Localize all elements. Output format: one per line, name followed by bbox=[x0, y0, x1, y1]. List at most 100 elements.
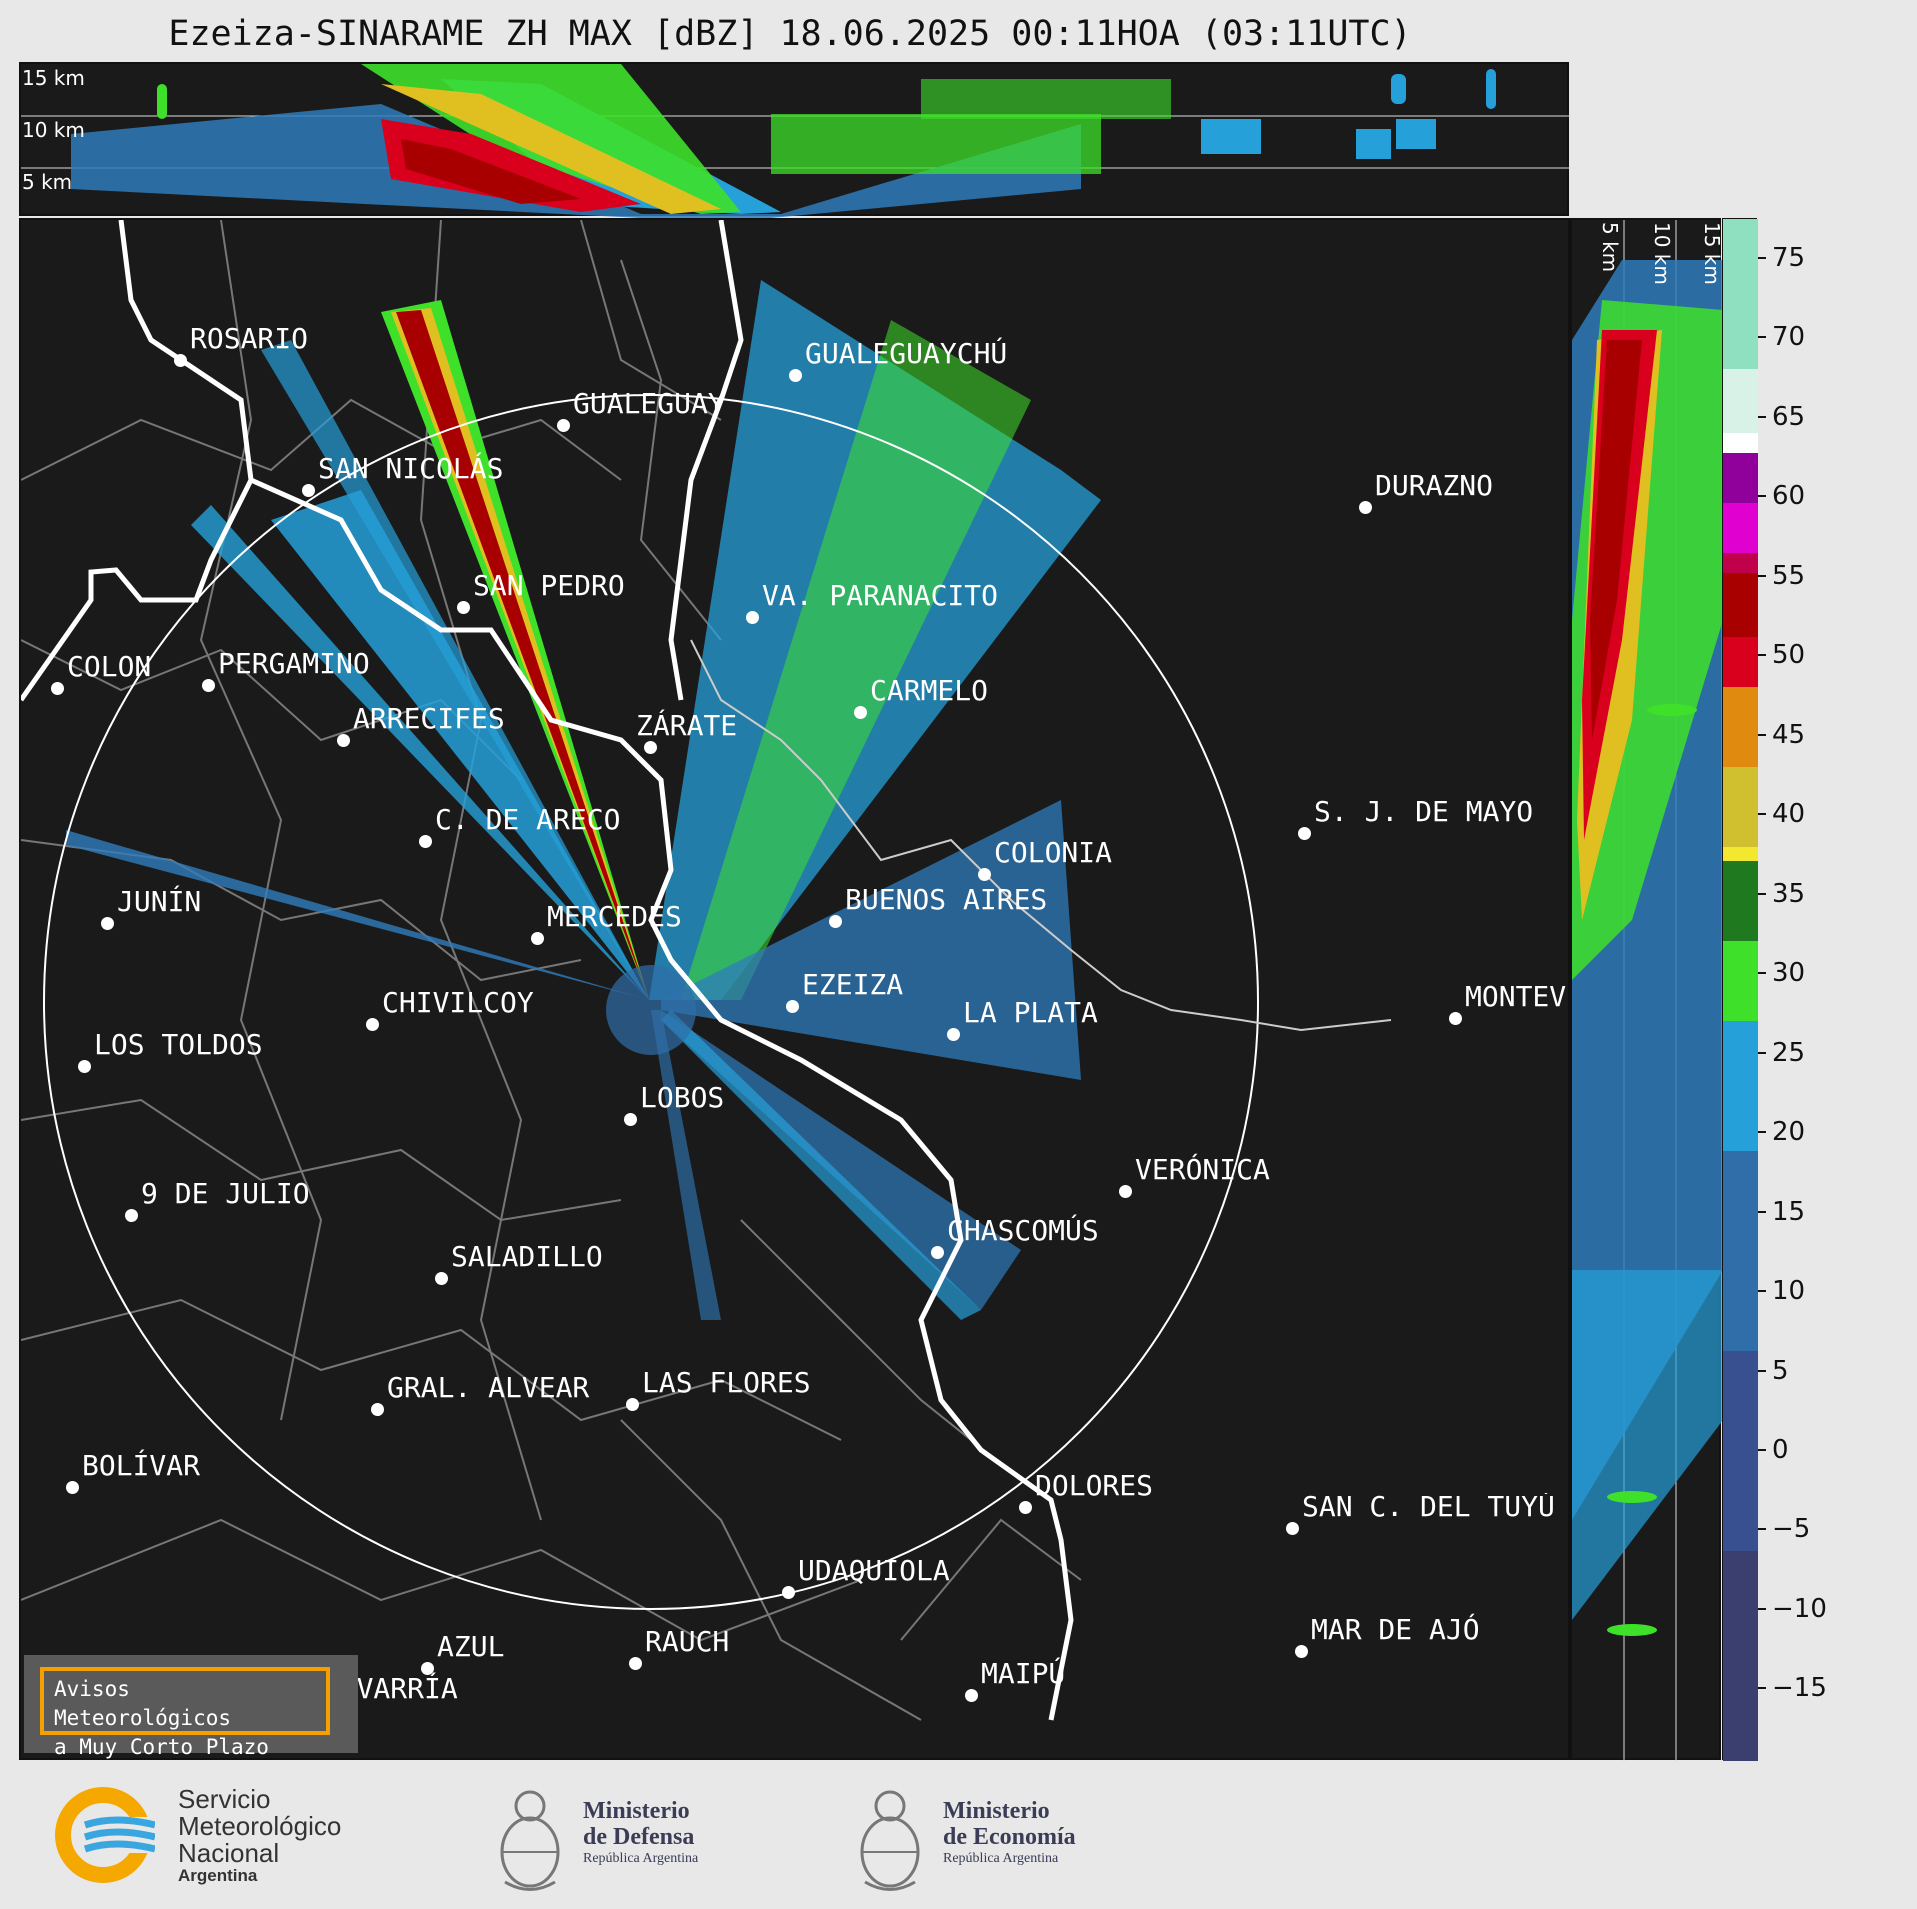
city-marker bbox=[624, 1113, 637, 1126]
avisos-line1: Avisos Meteorológicos bbox=[54, 1677, 232, 1730]
city-label: COLONIA bbox=[994, 836, 1113, 869]
city-label: LAS FLORES bbox=[642, 1366, 811, 1399]
colorbar-tick bbox=[1758, 1528, 1766, 1531]
colorbar-tick-label: 10 bbox=[1772, 1276, 1806, 1307]
colorbar-tick-label: 75 bbox=[1772, 242, 1806, 273]
coat-of-arms-icon bbox=[500, 1790, 560, 1891]
avisos-label-frame: Avisos Meteorológicos a Muy Corto Plazo bbox=[40, 1667, 330, 1759]
city-marker bbox=[829, 915, 842, 928]
city-label: ARRECIFES bbox=[353, 702, 505, 735]
colorbar-tick-label: 65 bbox=[1772, 401, 1806, 432]
colorbar-tick-label: 55 bbox=[1772, 560, 1806, 591]
city-marker bbox=[1449, 1012, 1462, 1025]
top-cross-section-panel: 15 km 10 km 5 km bbox=[19, 62, 1571, 218]
city-marker bbox=[782, 1586, 795, 1599]
colorbar-tick-label: −10 bbox=[1772, 1593, 1827, 1624]
city-marker bbox=[1019, 1501, 1032, 1514]
city-marker bbox=[66, 1481, 79, 1494]
top-altitude-label-15: 15 km bbox=[22, 66, 85, 90]
smn-line2: Meteorológico bbox=[178, 1811, 342, 1841]
city-marker bbox=[419, 835, 432, 848]
avisos-line2: a Muy Corto Plazo bbox=[54, 1735, 269, 1759]
colorbar-tick bbox=[1758, 336, 1766, 339]
city-label: C. DE ARECO bbox=[435, 803, 621, 836]
colorbar-tick bbox=[1758, 892, 1766, 895]
coat-of-arms-icon bbox=[860, 1790, 920, 1891]
radar-map-panel bbox=[19, 218, 1570, 1760]
city-marker bbox=[947, 1028, 960, 1041]
city-label: ROSARIO bbox=[190, 322, 309, 355]
colorbar-tick-label: 60 bbox=[1772, 481, 1806, 512]
colorbar-tick-label: 45 bbox=[1772, 719, 1806, 750]
city-marker bbox=[101, 917, 114, 930]
colorbar-tick bbox=[1758, 574, 1766, 577]
colorbar-tick bbox=[1758, 813, 1766, 816]
colorbar-tick-label: 70 bbox=[1772, 322, 1806, 353]
colorbar-tick-label: −5 bbox=[1772, 1514, 1811, 1545]
city-label: PERGAMINO bbox=[218, 647, 370, 680]
city-marker bbox=[457, 601, 470, 614]
colorbar-tick bbox=[1758, 1449, 1766, 1451]
colorbar bbox=[1722, 218, 1758, 1761]
smn-line4: Argentina bbox=[178, 1866, 258, 1885]
economia-line1: Ministerio bbox=[943, 1798, 1050, 1824]
smn-logo-mark-icon bbox=[55, 1787, 155, 1883]
city-label: GRAL. ALVEAR bbox=[387, 1371, 590, 1404]
right-altitude-label-10: 10 km bbox=[1650, 222, 1674, 285]
city-label: BOLÍVAR bbox=[82, 1449, 201, 1482]
city-marker bbox=[1298, 827, 1311, 840]
city-label: S. J. DE MAYO bbox=[1314, 795, 1534, 828]
colorbar-swatches bbox=[1723, 219, 1758, 1761]
colorbar-tick bbox=[1758, 1607, 1766, 1610]
radar-echoes bbox=[66, 280, 1101, 1320]
city-label: DOLORES bbox=[1035, 1469, 1154, 1502]
city-marker bbox=[1295, 1645, 1308, 1658]
city-marker bbox=[789, 369, 802, 382]
city-label: LOS TOLDOS bbox=[94, 1028, 263, 1061]
top-cross-section-graphic bbox=[21, 64, 1571, 218]
colorbar-tick-label: 25 bbox=[1772, 1037, 1806, 1068]
city-marker bbox=[978, 868, 991, 881]
city-label: LA PLATA bbox=[963, 996, 1098, 1029]
colorbar-tick bbox=[1758, 256, 1766, 259]
city-label: MAR DE AJÓ bbox=[1311, 1613, 1480, 1646]
city-marker bbox=[371, 1403, 384, 1416]
city-marker bbox=[626, 1398, 639, 1411]
city-marker bbox=[786, 1000, 799, 1013]
smn-line1: Servicio bbox=[178, 1784, 271, 1814]
defensa-logo: Ministerio de Defensa República Argentin… bbox=[495, 1772, 755, 1902]
colorbar-tick bbox=[1758, 1290, 1766, 1293]
economia-line2: de Economía bbox=[943, 1824, 1076, 1850]
radar-map-graphic bbox=[21, 220, 1392, 1721]
city-marker bbox=[125, 1209, 138, 1222]
city-marker bbox=[644, 741, 657, 754]
city-marker bbox=[174, 354, 187, 367]
city-marker bbox=[931, 1246, 944, 1259]
city-marker bbox=[202, 679, 215, 692]
city-label: ZÁRATE bbox=[636, 709, 738, 742]
city-label: CHIVILCOY bbox=[382, 986, 534, 1019]
right-cross-section-panel: 5 km 10 km 15 km bbox=[1570, 218, 1724, 1762]
city-marker bbox=[1286, 1522, 1299, 1535]
city-label: MAIPÚ bbox=[981, 1657, 1066, 1690]
city-label: MERCEDES bbox=[547, 900, 682, 933]
right-cross-section-graphic bbox=[1572, 220, 1723, 1762]
colorbar-tick-label: 0 bbox=[1772, 1435, 1789, 1465]
city-label: EZEIZA bbox=[802, 968, 904, 1001]
colorbar-tick-label: 50 bbox=[1772, 640, 1806, 671]
plot-title: Ezeiza-SINARAME ZH MAX [dBZ] 18.06.2025 … bbox=[168, 14, 1412, 54]
top-altitude-label-10: 10 km bbox=[22, 118, 85, 142]
economia-logo: Ministerio de Economía República Argenti… bbox=[855, 1772, 1135, 1902]
city-marker bbox=[557, 419, 570, 432]
city-marker bbox=[337, 734, 350, 747]
city-label: GUALEGUAY bbox=[573, 387, 725, 420]
city-marker bbox=[51, 682, 64, 695]
colorbar-tick-label: 30 bbox=[1772, 958, 1806, 989]
city-marker bbox=[78, 1060, 91, 1073]
city-marker bbox=[746, 611, 759, 624]
smn-line3: Nacional bbox=[178, 1838, 280, 1868]
avisos-box: Avisos Meteorológicos a Muy Corto Plazo bbox=[24, 1655, 358, 1759]
city-label: CARMELO bbox=[870, 674, 989, 707]
city-marker bbox=[965, 1689, 978, 1702]
city-marker bbox=[421, 1662, 434, 1675]
